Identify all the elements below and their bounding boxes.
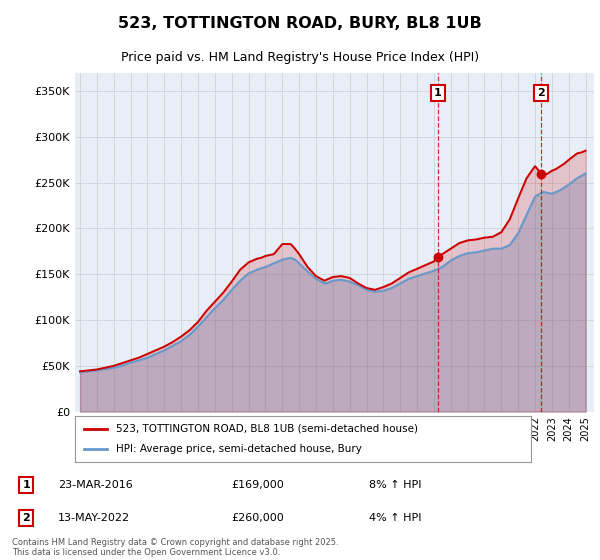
Text: 23-MAR-2016: 23-MAR-2016 [58,480,133,490]
Text: 1: 1 [23,480,30,490]
Text: £260,000: £260,000 [231,513,284,523]
Text: 2: 2 [538,88,545,98]
Text: 13-MAY-2022: 13-MAY-2022 [58,513,130,523]
Text: 523, TOTTINGTON ROAD, BURY, BL8 1UB: 523, TOTTINGTON ROAD, BURY, BL8 1UB [118,16,482,31]
Text: 1: 1 [434,88,442,98]
Text: 2: 2 [23,513,30,523]
Text: 4% ↑ HPI: 4% ↑ HPI [369,513,422,523]
Text: Price paid vs. HM Land Registry's House Price Index (HPI): Price paid vs. HM Land Registry's House … [121,51,479,64]
Text: 8% ↑ HPI: 8% ↑ HPI [369,480,422,490]
Text: HPI: Average price, semi-detached house, Bury: HPI: Average price, semi-detached house,… [116,444,362,454]
Text: Contains HM Land Registry data © Crown copyright and database right 2025.
This d: Contains HM Land Registry data © Crown c… [12,538,338,557]
Text: 523, TOTTINGTON ROAD, BL8 1UB (semi-detached house): 523, TOTTINGTON ROAD, BL8 1UB (semi-deta… [116,424,418,434]
Text: £169,000: £169,000 [231,480,284,490]
